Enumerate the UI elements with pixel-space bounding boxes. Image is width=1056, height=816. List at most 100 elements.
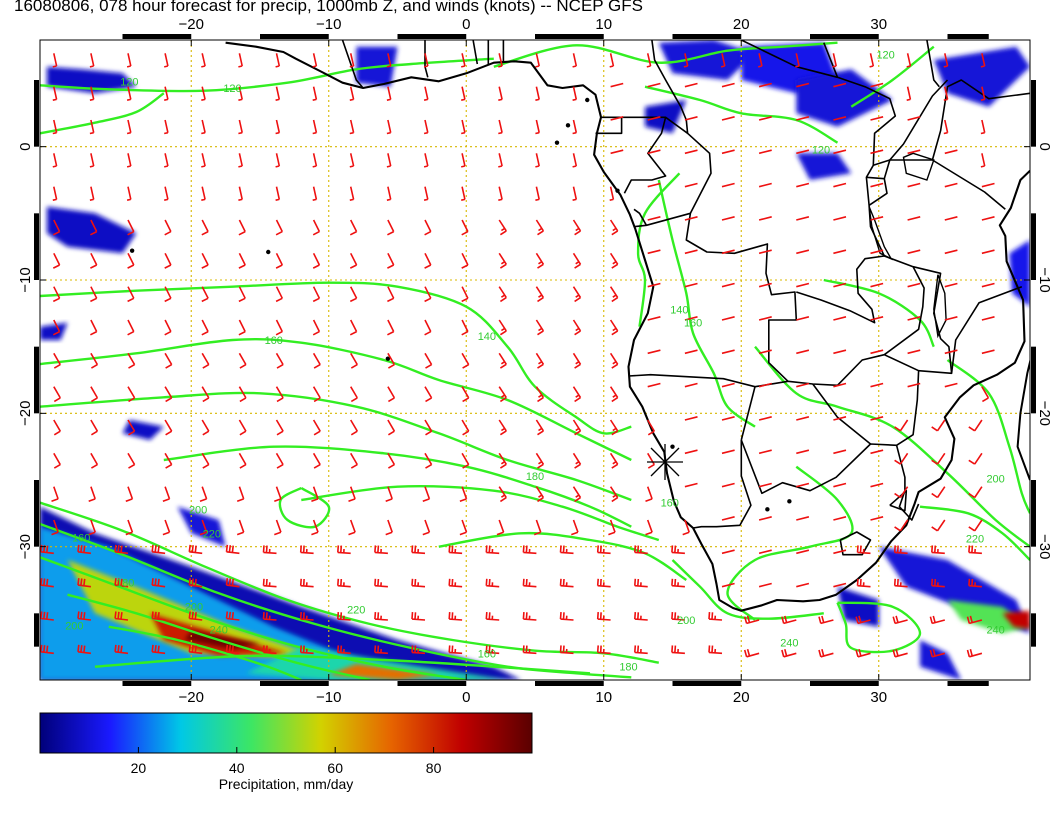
- wind-barb: [498, 86, 503, 101]
- wind-barb: [201, 419, 210, 436]
- longitude-tick-label: 0: [462, 16, 470, 33]
- wind-barb: [127, 386, 136, 403]
- frame-bar: [122, 34, 192, 39]
- wind-barb: [796, 416, 810, 421]
- wind-barb: [869, 53, 875, 68]
- wind-barb: [796, 582, 810, 588]
- longitude-tick-label: 30: [870, 16, 887, 33]
- frame-bar: [1031, 613, 1036, 647]
- wind-barb: [647, 149, 661, 155]
- wind-barb: [758, 549, 772, 555]
- wind-barb: [796, 216, 810, 221]
- contour-label: 160: [72, 532, 90, 544]
- wind-barb: [126, 53, 132, 68]
- latitude-tick-label: 0: [1036, 143, 1053, 151]
- wind-barb: [870, 149, 884, 155]
- wind-barb: [980, 86, 986, 101]
- wind-barb: [349, 186, 355, 201]
- wind-barb: [609, 452, 619, 469]
- wind-barb: [535, 419, 545, 436]
- country-border: [883, 159, 891, 179]
- country-border: [866, 176, 888, 206]
- wind-barb: [758, 582, 772, 588]
- precip-area: [796, 69, 893, 127]
- wind-barb: [943, 119, 949, 135]
- wind-barb: [127, 252, 135, 269]
- wind-barb: [968, 519, 983, 532]
- wind-barb: [968, 545, 982, 555]
- wind-barb: [201, 319, 209, 336]
- wind-barb: [349, 86, 355, 101]
- wind-barb: [796, 149, 810, 155]
- wind-barb: [164, 119, 169, 135]
- colorbar-tick-label: 20: [131, 760, 147, 776]
- wind-barb: [870, 216, 884, 221]
- wind-barb: [609, 319, 619, 336]
- frame-bar: [34, 480, 39, 547]
- wind-barb: [387, 219, 395, 236]
- wind-barb: [721, 482, 735, 488]
- wind-barb: [931, 519, 946, 532]
- wind-barb: [931, 419, 946, 432]
- wind-barb: [647, 419, 655, 436]
- right-latitude-labels: 0 −10 −20 −30: [1036, 143, 1053, 560]
- coastlines-and-borders: [129, 40, 1030, 612]
- wind-barb: [684, 216, 698, 221]
- wind-barb: [114, 544, 129, 555]
- wind-barb: [349, 286, 358, 303]
- latitude-tick-label: −10: [1036, 267, 1053, 292]
- wind-barb: [164, 352, 173, 369]
- wind-barb: [188, 544, 203, 555]
- wind-barb: [151, 544, 166, 555]
- contour-line: [754, 345, 1030, 548]
- island-dot: [266, 249, 271, 255]
- wind-barb: [275, 419, 284, 436]
- contour-line: [108, 625, 302, 680]
- country-border: [341, 40, 364, 89]
- geopotential-contours: [40, 41, 1030, 680]
- wind-barb: [796, 482, 810, 488]
- precip-area: [122, 420, 164, 440]
- contour-label: 240: [780, 638, 798, 650]
- wind-barb: [151, 611, 166, 621]
- wind-barb: [931, 452, 946, 465]
- wind-barb: [572, 186, 578, 201]
- colorbar-ticks: 20 40 60 80: [131, 747, 442, 776]
- contour-line: [636, 172, 681, 327]
- wind-barb: [312, 386, 321, 403]
- wind-barb: [647, 216, 661, 221]
- wind-barb: [609, 186, 615, 201]
- wind-barb: [535, 319, 545, 336]
- contour-line: [438, 531, 687, 582]
- wind-barb: [88, 486, 96, 503]
- contour-line: [726, 465, 854, 621]
- wind-barb: [758, 382, 772, 388]
- wind-barb: [498, 53, 503, 68]
- country-border: [633, 208, 648, 226]
- country-border: [787, 255, 925, 387]
- contour-line: [946, 359, 1030, 514]
- wind-barb: [796, 516, 810, 521]
- wind-barb: [349, 319, 358, 336]
- frame-bar: [1031, 480, 1036, 547]
- precip-area: [46, 206, 137, 254]
- wind-barb: [350, 386, 358, 403]
- wind-barb: [647, 182, 661, 188]
- wind-barb: [535, 119, 540, 135]
- wind-barb: [981, 216, 995, 221]
- wind-barb: [127, 419, 136, 436]
- wind-barb: [833, 349, 847, 355]
- frame-bar: [1031, 346, 1036, 414]
- wind-barb: [53, 386, 61, 403]
- wind-barb: [127, 286, 135, 303]
- wind-barb: [596, 645, 611, 655]
- wind-barb: [127, 319, 135, 336]
- wind-barb: [894, 419, 909, 432]
- wind-barb: [225, 644, 240, 655]
- wind-barb: [51, 519, 59, 536]
- wind-barb: [262, 645, 277, 655]
- wind-barb: [855, 615, 871, 625]
- colorbar-label: Precipitation, mm/day: [219, 776, 354, 792]
- wind-barb: [634, 612, 648, 621]
- wind-barb: [498, 486, 507, 503]
